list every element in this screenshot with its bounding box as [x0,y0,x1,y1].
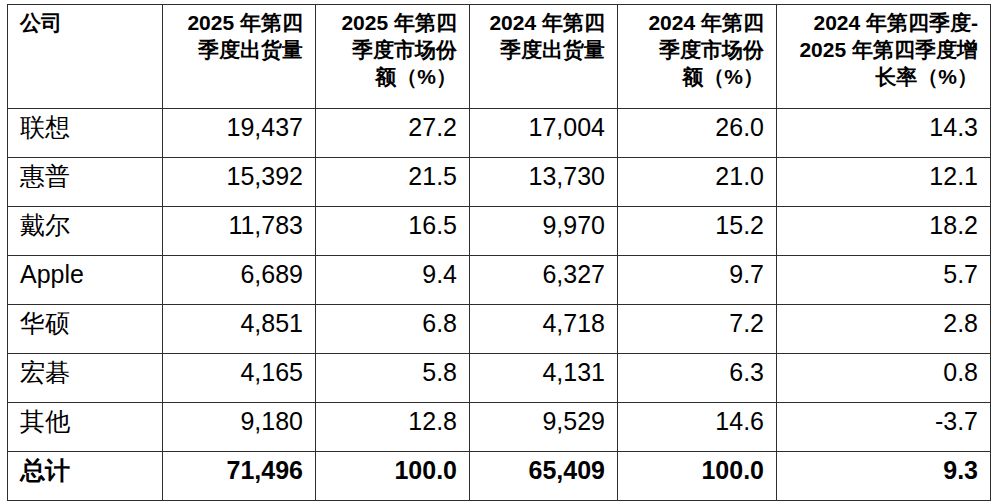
cell-2024q4-market-share: 15.2 [618,207,777,256]
cell-growth-rate: 5.7 [777,256,991,305]
cell-company: Apple [8,256,163,305]
cell-growth-rate: 2.8 [777,305,991,354]
cell-2025q4-market-share: 16.5 [316,207,470,256]
cell-2024q4-market-share: 26.0 [618,109,777,158]
cell-2025q4-shipments: 9,180 [163,403,316,452]
cell-2024q4-shipments: 4,131 [470,354,618,403]
cell-growth-rate: -3.7 [777,403,991,452]
cell-growth-rate: 14.3 [777,109,991,158]
document-page: 公司 2025 年第四 季度出货量 2025 年第四 季度市场份 额（%） 20… [7,4,990,501]
table-row-hp: 惠普 15,392 21.5 13,730 21.0 12.1 [8,158,991,207]
cell-2024q4-shipments: 13,730 [470,158,618,207]
cell-2025q4-shipments: 11,783 [163,207,316,256]
cell-2024q4-market-share: 7.2 [618,305,777,354]
table-row-others: 其他 9,180 12.8 9,529 14.6 -3.7 [8,403,991,452]
cell-2024q4-shipments: 17,004 [470,109,618,158]
cell-2024q4-market-share: 100.0 [618,452,777,501]
cell-2025q4-shipments: 4,165 [163,354,316,403]
cell-2025q4-shipments: 4,851 [163,305,316,354]
cell-growth-rate: 9.3 [777,452,991,501]
cell-2025q4-shipments: 71,496 [163,452,316,501]
cell-company: 其他 [8,403,163,452]
cell-2025q4-market-share: 21.5 [316,158,470,207]
header-2025q4-market-share: 2025 年第四 季度市场份 额（%） [316,5,470,109]
header-company: 公司 [8,5,163,109]
cell-2024q4-shipments: 6,327 [470,256,618,305]
cell-2025q4-market-share: 9.4 [316,256,470,305]
cell-company: 总计 [8,452,163,501]
cell-2025q4-shipments: 19,437 [163,109,316,158]
cell-growth-rate: 18.2 [777,207,991,256]
header-row: 公司 2025 年第四 季度出货量 2025 年第四 季度市场份 额（%） 20… [8,5,991,109]
header-2024q4-market-share: 2024 年第四 季度市场份 额（%） [618,5,777,109]
table-row-acer: 宏碁 4,165 5.8 4,131 6.3 0.8 [8,354,991,403]
cell-growth-rate: 12.1 [777,158,991,207]
cell-2024q4-market-share: 14.6 [618,403,777,452]
cell-company: 华硕 [8,305,163,354]
table-row-lenovo: 联想 19,437 27.2 17,004 26.0 14.3 [8,109,991,158]
cell-2024q4-shipments: 9,529 [470,403,618,452]
cell-2025q4-market-share: 12.8 [316,403,470,452]
cell-2024q4-shipments: 4,718 [470,305,618,354]
cell-2025q4-shipments: 6,689 [163,256,316,305]
cell-2024q4-market-share: 6.3 [618,354,777,403]
cell-2025q4-market-share: 6.8 [316,305,470,354]
header-growth-rate: 2024 年第四季度- 2025 年第四季度增 长率（%） [777,5,991,109]
cell-company: 联想 [8,109,163,158]
cell-company: 宏碁 [8,354,163,403]
cell-growth-rate: 0.8 [777,354,991,403]
cell-company: 戴尔 [8,207,163,256]
cell-2025q4-shipments: 15,392 [163,158,316,207]
table-row-dell: 戴尔 11,783 16.5 9,970 15.2 18.2 [8,207,991,256]
cell-2025q4-market-share: 27.2 [316,109,470,158]
cell-2025q4-market-share: 100.0 [316,452,470,501]
header-2024q4-shipments: 2024 年第四 季度出货量 [470,5,618,109]
table-row-total: 总计 71,496 100.0 65,409 100.0 9.3 [8,452,991,501]
table-row-asus: 华硕 4,851 6.8 4,718 7.2 2.8 [8,305,991,354]
table-row-apple: Apple 6,689 9.4 6,327 9.7 5.7 [8,256,991,305]
cell-2024q4-market-share: 21.0 [618,158,777,207]
pc-shipment-table: 公司 2025 年第四 季度出货量 2025 年第四 季度市场份 额（%） 20… [7,4,991,501]
cell-2024q4-shipments: 9,970 [470,207,618,256]
cell-2024q4-market-share: 9.7 [618,256,777,305]
cell-2025q4-market-share: 5.8 [316,354,470,403]
header-2025q4-shipments: 2025 年第四 季度出货量 [163,5,316,109]
cell-company: 惠普 [8,158,163,207]
cell-2024q4-shipments: 65,409 [470,452,618,501]
